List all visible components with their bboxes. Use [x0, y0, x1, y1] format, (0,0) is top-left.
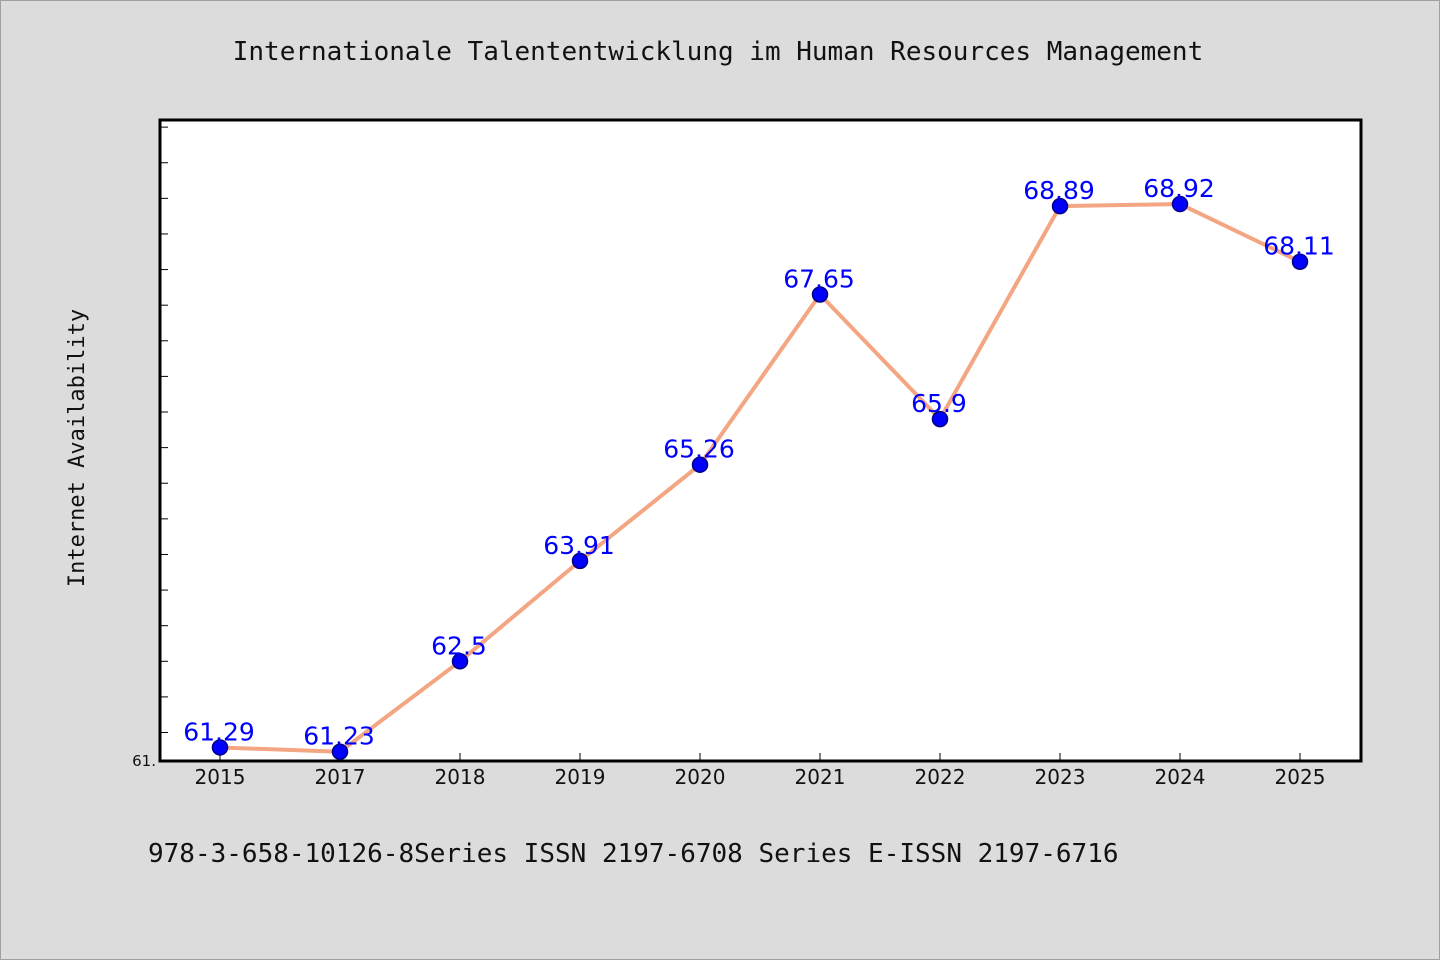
data-point [931, 410, 949, 428]
y-axis-label: Internet Availability [65, 309, 90, 587]
data-markers [211, 195, 1309, 760]
data-point [451, 653, 469, 670]
footer-isbn: 978-3-658-10126-8Series ISSN 2197-6708 S… [148, 839, 1119, 869]
x-tick-label: 2020 [675, 765, 726, 789]
data-label: 61.29 [183, 717, 255, 746]
data-point [811, 286, 829, 303]
x-tick-label: 2023 [1035, 765, 1086, 789]
data-label: 68.89 [1023, 176, 1095, 205]
series-line [219, 202, 1301, 754]
data-point [571, 552, 589, 570]
data-point [1171, 195, 1189, 213]
x-tick-label: 2015 [195, 765, 246, 789]
y-tick-label: 61. [132, 752, 156, 770]
series-line-group [219, 202, 1301, 754]
data-label: 67.65 [783, 264, 855, 293]
plot-area [158, 118, 1363, 763]
x-tick-label: 2019 [555, 765, 606, 789]
data-label: 68.11 [1263, 232, 1335, 261]
data-point [691, 456, 709, 473]
data-label: 65.26 [663, 435, 735, 464]
x-tick-label: 2021 [795, 765, 846, 789]
y-minor-ticks [160, 126, 168, 734]
x-axis-ticks: 2015 2017 2018 2019 2020 2021 2022 2023 2024 2025 [195, 753, 1326, 789]
x-tick-label: 2024 [1155, 765, 1206, 789]
data-point [1051, 197, 1069, 215]
data-label: 61.23 [303, 722, 375, 751]
chart-title: Internationale Talententwicklung im Huma… [233, 37, 1204, 67]
data-point [1291, 253, 1309, 270]
data-label: 63.91 [543, 531, 615, 560]
data-label: 65.9 [911, 389, 967, 418]
data-labels: 61.29 61.23 62.5 63.91 65.26 67.65 65.9 68.89 68… [183, 174, 1335, 751]
x-tick-label: 2025 [1275, 765, 1326, 789]
data-point [331, 743, 349, 760]
data-point [211, 739, 229, 756]
data-label: 62.5 [431, 631, 487, 660]
x-tick-label: 2018 [435, 765, 486, 789]
x-tick-label: 2017 [315, 765, 366, 789]
x-tick-label: 2022 [915, 765, 966, 789]
data-label: 68.92 [1143, 174, 1215, 203]
